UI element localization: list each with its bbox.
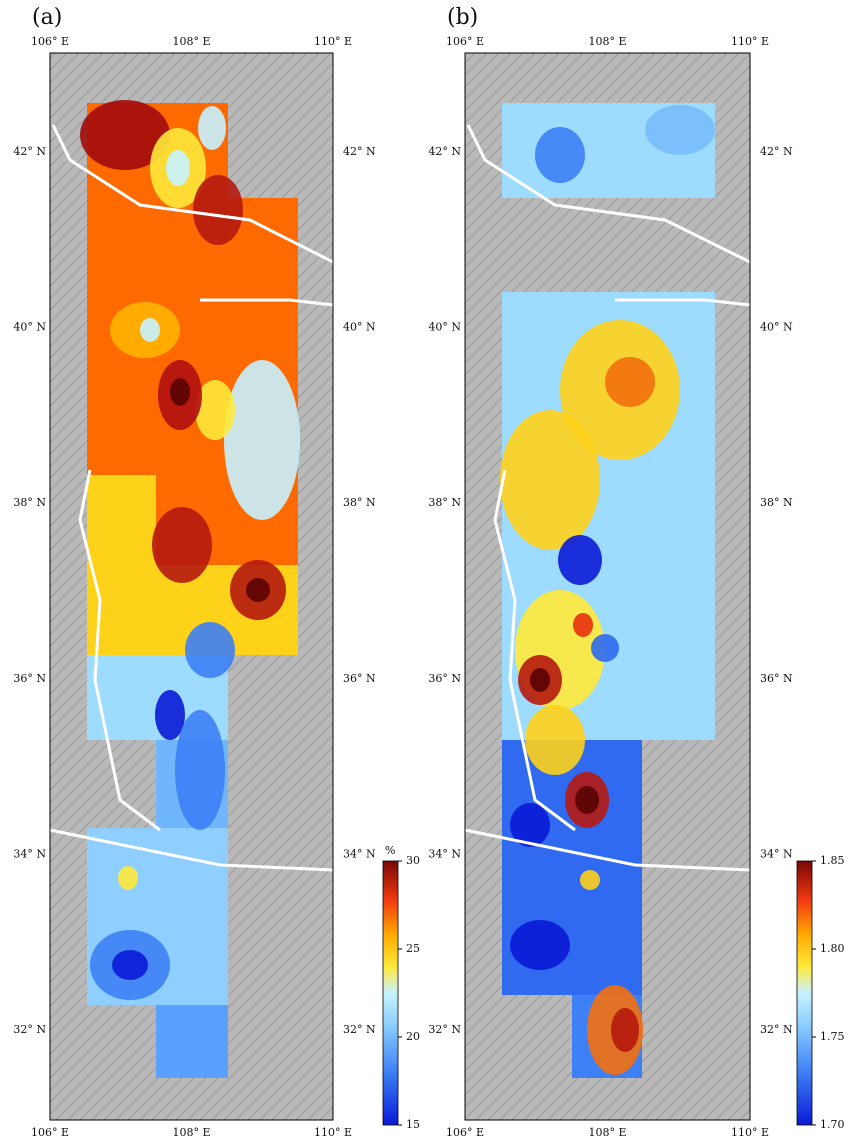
- lon-label: 108° E: [172, 35, 210, 48]
- lon-label: 108° E: [588, 35, 626, 48]
- colorbar-tick-label: 20: [406, 1030, 420, 1043]
- anomaly: [185, 622, 235, 678]
- lon-label: 108° E: [588, 1126, 626, 1139]
- lon-label: 106° E: [31, 35, 69, 48]
- anomaly: [573, 613, 593, 637]
- lat-label: 32° N: [760, 1023, 793, 1036]
- lat-label: 38° N: [13, 496, 46, 509]
- lat-label: 36° N: [760, 672, 793, 685]
- anomaly: [166, 150, 190, 186]
- colorbar-tick-label: 15: [406, 1118, 420, 1131]
- lat-label: 32° N: [343, 1023, 376, 1036]
- figure: (a) 106° E 106° E 108° E 108° E 110° E 110° E 4…: [0, 0, 849, 1141]
- anomaly: [530, 668, 550, 692]
- anomaly: [118, 866, 138, 890]
- lon-label: 106° E: [446, 1126, 484, 1139]
- lat-label: 40° N: [343, 321, 376, 334]
- lat-label: 38° N: [428, 496, 461, 509]
- anomaly: [575, 786, 599, 814]
- lat-label: 32° N: [13, 1023, 46, 1036]
- lat-label: 38° N: [760, 496, 793, 509]
- data-region: [156, 1005, 228, 1078]
- panel-label: (b): [447, 5, 478, 30]
- lat-label: 42° N: [13, 145, 46, 158]
- anomaly: [580, 870, 600, 890]
- lat-label: 40° N: [428, 321, 461, 334]
- anomaly: [198, 106, 226, 150]
- lat-label: 40° N: [760, 321, 793, 334]
- lat-label: 34° N: [760, 847, 793, 860]
- lat-label: 34° N: [428, 847, 461, 860]
- data-region: [87, 475, 156, 565]
- lat-label: 36° N: [428, 672, 461, 685]
- lon-label: 108° E: [172, 1126, 210, 1139]
- colorbar-tick-label: 1.80: [820, 942, 845, 955]
- anomaly: [170, 378, 190, 406]
- anomaly: [591, 634, 619, 662]
- anomaly: [246, 578, 270, 602]
- anomaly: [175, 710, 225, 830]
- colorbar-tick-label: 1.70: [820, 1118, 845, 1131]
- anomaly: [558, 535, 602, 585]
- lat-label: 40° N: [13, 321, 46, 334]
- lat-label: 32° N: [428, 1023, 461, 1036]
- anomaly: [224, 360, 300, 520]
- anomaly: [140, 318, 160, 342]
- lat-label: 36° N: [343, 672, 376, 685]
- anomaly: [112, 950, 148, 980]
- anomaly: [152, 507, 212, 583]
- anomaly: [500, 410, 600, 550]
- anomaly: [525, 705, 585, 775]
- anomaly: [510, 920, 570, 970]
- anomaly: [193, 175, 243, 245]
- anomaly: [535, 127, 585, 183]
- colorbar-tick-label: 1.75: [820, 1030, 845, 1043]
- colorbar: [797, 861, 812, 1125]
- lat-label: 36° N: [13, 672, 46, 685]
- colorbar-unit: %: [385, 844, 395, 857]
- colorbar-tick-label: 30: [406, 854, 420, 867]
- lat-label: 38° N: [343, 496, 376, 509]
- lat-label: 42° N: [343, 145, 376, 158]
- panel-label: (a): [32, 5, 62, 30]
- lat-label: 42° N: [760, 145, 793, 158]
- lat-label: 42° N: [428, 145, 461, 158]
- lon-label: 106° E: [446, 35, 484, 48]
- colorbar: [383, 861, 398, 1125]
- colorbar-tick-label: 25: [406, 942, 420, 955]
- colorbar-tick-label: 1.85: [820, 854, 845, 867]
- lon-label: 110° E: [731, 1126, 769, 1139]
- lon-label: 110° E: [314, 1126, 352, 1139]
- anomaly: [645, 105, 715, 155]
- lon-label: 110° E: [314, 35, 352, 48]
- anomaly: [611, 1008, 639, 1052]
- lon-label: 106° E: [31, 1126, 69, 1139]
- anomaly: [605, 357, 655, 407]
- lat-label: 34° N: [343, 847, 376, 860]
- lon-label: 110° E: [731, 35, 769, 48]
- lat-label: 34° N: [13, 847, 46, 860]
